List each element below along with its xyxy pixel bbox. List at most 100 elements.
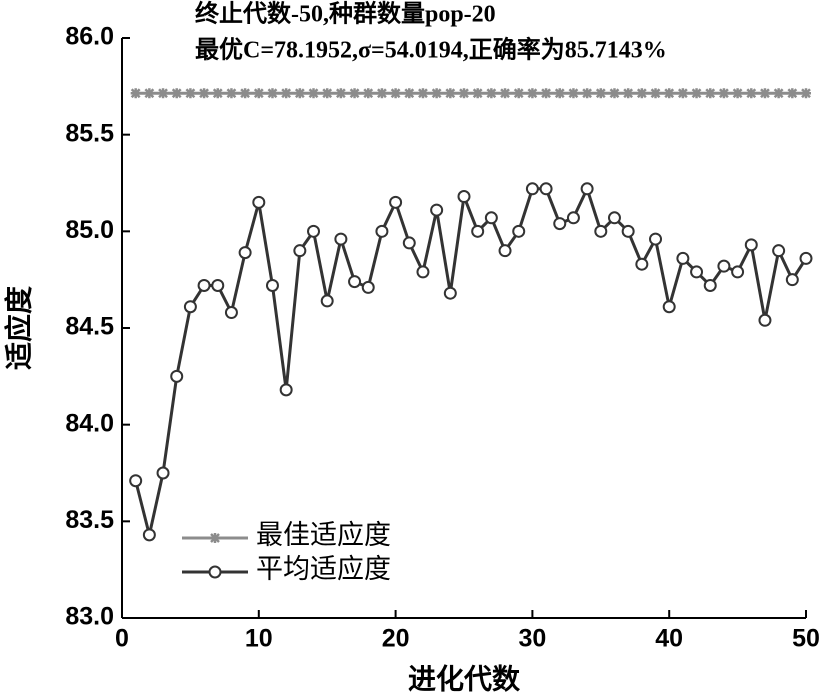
star-marker: [226, 88, 237, 99]
circle-marker: [389, 195, 403, 209]
star-stroke: [787, 88, 798, 99]
circle-marker: [320, 294, 334, 308]
circle-marker: [197, 278, 211, 292]
star-stroke: [513, 88, 524, 99]
star-marker: [349, 88, 360, 99]
y-axis-label: 适应度: [2, 286, 35, 370]
circle-marker: [402, 236, 416, 250]
circle-marker: [607, 211, 621, 225]
y-tick-label: 86.0: [65, 23, 114, 51]
circle-marker: [676, 251, 690, 265]
legend-marker: [210, 533, 220, 543]
star-marker: [376, 88, 387, 99]
star-stroke: [377, 88, 387, 99]
star-marker: [664, 88, 675, 99]
x-tick-label: 30: [518, 625, 546, 653]
legend-label: 平均适应度: [256, 554, 391, 584]
circle-marker: [443, 286, 457, 300]
star-stroke: [418, 88, 428, 99]
star-stroke: [582, 88, 593, 99]
star-marker: [335, 88, 346, 99]
circle-marker: [635, 257, 649, 271]
star-stroke: [349, 88, 360, 99]
star-marker: [472, 88, 483, 99]
star-marker: [732, 88, 743, 99]
y-tick-label: 84.5: [65, 313, 114, 341]
star-marker: [500, 88, 511, 99]
circle-marker: [265, 278, 279, 292]
y-tick-label: 85.0: [65, 216, 114, 244]
star-stroke: [363, 88, 374, 99]
star-stroke: [636, 88, 647, 99]
circle-marker: [471, 224, 485, 238]
circle-marker: [621, 224, 635, 238]
circle-marker: [799, 251, 813, 265]
star-stroke: [404, 88, 415, 99]
star-stroke: [431, 88, 442, 99]
star-marker: [445, 88, 456, 99]
star-marker: [527, 88, 538, 99]
star-marker: [650, 88, 661, 99]
circle-marker: [594, 224, 608, 238]
circle-marker: [170, 369, 184, 383]
star-marker: [787, 88, 798, 99]
star-stroke: [281, 88, 292, 99]
circle-marker: [183, 300, 197, 314]
circle-marker: [580, 182, 594, 196]
star-stroke: [609, 88, 620, 99]
circle-marker: [361, 280, 375, 294]
star-stroke: [212, 88, 223, 99]
circle-marker: [211, 278, 225, 292]
star-stroke: [486, 88, 497, 99]
circle-marker: [566, 211, 580, 225]
circle-marker: [430, 203, 444, 217]
star-stroke: [554, 88, 565, 99]
star-marker: [144, 88, 155, 99]
y-tick-label: 83.0: [65, 603, 114, 631]
star-marker: [541, 88, 552, 99]
star-marker: [322, 88, 333, 99]
circle-marker: [649, 232, 663, 246]
star-stroke: [335, 88, 346, 99]
x-tick-label: 20: [382, 625, 410, 653]
circle-marker: [772, 244, 786, 258]
circle-marker: [662, 300, 676, 314]
star-stroke: [294, 88, 305, 99]
star-stroke: [801, 88, 811, 99]
circle-marker: [416, 265, 430, 279]
star-marker: [294, 88, 305, 99]
star-stroke: [144, 88, 155, 99]
circle-marker: [525, 182, 539, 196]
star-stroke: [267, 88, 278, 99]
star-stroke: [541, 88, 551, 99]
star-stroke: [390, 88, 401, 99]
star-marker: [568, 88, 579, 99]
circle-marker: [785, 273, 799, 287]
star-marker: [691, 88, 702, 99]
star-stroke: [677, 88, 688, 99]
star-marker: [801, 88, 811, 99]
star-marker: [609, 88, 620, 99]
star-stroke: [472, 88, 483, 99]
series-line: [134, 184, 808, 536]
star-marker: [773, 88, 784, 99]
star-stroke: [623, 88, 634, 99]
star-stroke: [746, 88, 757, 99]
star-stroke: [171, 88, 182, 99]
circle-marker: [252, 195, 266, 209]
circle-marker: [348, 275, 362, 289]
star-stroke: [568, 88, 579, 99]
legend-label: 最佳适应度: [256, 520, 391, 550]
star-marker: [253, 88, 264, 99]
star-marker: [171, 88, 182, 99]
star-marker: [705, 88, 716, 99]
chart-title: 终止代数-50,种群数量pop-20: [195, 0, 496, 28]
star-stroke: [308, 88, 319, 99]
circle-marker: [512, 224, 526, 238]
star-marker: [158, 88, 169, 99]
circle-marker: [731, 265, 745, 279]
star-marker: [459, 88, 469, 99]
star-stroke: [253, 88, 264, 99]
circle-marker: [539, 182, 553, 196]
